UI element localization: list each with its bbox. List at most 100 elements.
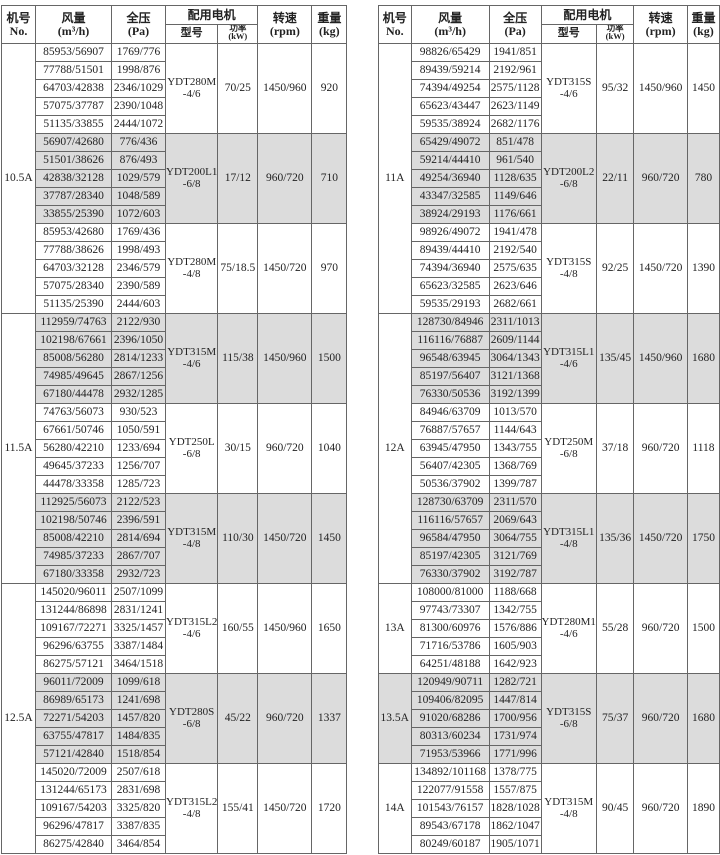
airflow-cell: 74985/49645 <box>35 367 112 386</box>
pressure-cell: 1998/876 <box>111 61 166 80</box>
table-row: 96296/47817 3387/835 <box>2 817 347 836</box>
header-speed: 转速 (rpm) <box>257 5 313 44</box>
airflow-cell: 65429/49072 <box>410 133 490 152</box>
table-row: 56907/42680 776/436 YDT200L1 -6/8 17/12 960/7… <box>2 133 348 224</box>
weight: 780 <box>686 133 720 224</box>
pressure-cell: 3387/835 <box>111 817 166 836</box>
motor-model-line2: -6/8 <box>559 177 578 190</box>
table-row: 91020/68286 1700/956 <box>379 709 720 728</box>
airflow-cell: 51135/25390 <box>35 295 112 314</box>
weight: 1450 <box>686 43 720 134</box>
airflow-cell: 91020/68286 <box>410 709 490 728</box>
table-row: 11A 98826/65429 1941/851 YDT315S -4/6 95/32 14… <box>378 43 720 314</box>
pressure-cell: 1769/436 <box>111 223 166 242</box>
airflow-cell: 98826/65429 <box>410 43 490 62</box>
pressure-cell: 1518/854 <box>111 745 166 764</box>
motor-model-line2: -4/6 <box>559 357 578 370</box>
motor-model-line2: -4/6 <box>559 87 578 100</box>
header-flow-line1: 风量 <box>438 10 463 25</box>
table-row: 50536/37902 1399/787 <box>379 475 720 494</box>
motor-model: YDT315S -6/8 <box>540 673 597 764</box>
airflow-cell: 56280/42210 <box>35 439 112 458</box>
airflow-cell: 38924/29193 <box>410 205 490 224</box>
table-row: 38924/29193 1176/661 <box>379 205 720 224</box>
speed: 1450/960 <box>633 313 688 404</box>
table-row: 64703/42838 2346/1029 <box>2 79 347 98</box>
weight: 1750 <box>686 493 720 584</box>
motor-model: YDT250M -6/8 <box>540 403 597 494</box>
header-power-unit: (kW) <box>605 31 625 42</box>
motor-model-line2: -6/8 <box>559 717 578 730</box>
header-pressure-line1: 全压 <box>503 10 528 25</box>
airflow-cell: 49254/36940 <box>410 169 490 188</box>
header-no: 机号 No. <box>378 5 412 44</box>
motor-model-line2: -4/6 <box>559 627 578 640</box>
weight: 710 <box>311 133 348 224</box>
motor-model: YDT280M -4/6 <box>164 43 219 134</box>
table-row: 116116/76887 2609/1144 <box>379 331 720 350</box>
table-row: 96584/47950 3064/755 <box>379 529 720 548</box>
motor-model-line1: YDT315M <box>544 795 594 808</box>
pressure-cell: 1013/570 <box>488 403 542 422</box>
table-row: 67661/50746 1050/591 <box>2 421 347 440</box>
pressure-cell: 1557/875 <box>488 781 542 800</box>
weight: 1650 <box>311 583 348 674</box>
airflow-cell: 76330/50536 <box>410 385 490 404</box>
header-pressure-line1: 全压 <box>126 10 151 25</box>
table-row: 49254/36940 1128/635 <box>379 169 720 188</box>
header-model: 型号 <box>164 24 219 44</box>
airflow-cell: 85008/42210 <box>35 529 112 548</box>
pressure-cell: 2192/961 <box>488 61 542 80</box>
table-row: 80313/60234 1731/974 <box>379 727 720 746</box>
motor-power: 17/12 <box>217 133 259 224</box>
speed: 960/720 <box>257 403 313 494</box>
airflow-cell: 59535/38924 <box>410 115 490 134</box>
pressure-cell: 2623/1149 <box>488 97 542 116</box>
pressure-cell: 930/523 <box>111 403 166 422</box>
airflow-cell: 86989/65173 <box>35 691 112 710</box>
header-pressure-line2: (Pa) <box>504 23 526 38</box>
speed: 1450/720 <box>633 223 688 314</box>
airflow-cell: 77788/38626 <box>35 241 112 260</box>
table-row: 89543/67178 1862/1047 <box>379 817 720 836</box>
airflow-cell: 109406/82095 <box>410 691 490 710</box>
motor-model-line1: YDT315S <box>546 75 592 88</box>
table-row: 76330/37902 3192/787 <box>379 565 720 584</box>
header-motor: 配用电机 <box>164 5 259 25</box>
airflow-cell: 96011/72009 <box>35 673 112 692</box>
motor-power: 92/25 <box>595 223 635 314</box>
airflow-cell: 65623/43447 <box>410 97 490 116</box>
motor-model: YDT315L2 -4/6 <box>164 583 219 674</box>
speed: 960/720 <box>257 133 313 224</box>
speed: 960/720 <box>633 763 688 854</box>
motor-power: 90/45 <box>595 763 635 854</box>
pressure-cell: 1484/835 <box>111 727 166 746</box>
speed: 960/720 <box>633 403 688 494</box>
airflow-cell: 76887/57657 <box>410 421 490 440</box>
header-power-text: 功率 (kW) <box>228 26 247 41</box>
motor-model: YDT280M -4/8 <box>164 223 219 314</box>
fan-number: 12.5A <box>1 583 36 854</box>
header-speed-line1: 转速 <box>272 10 297 25</box>
airflow-cell: 85953/56907 <box>35 43 112 62</box>
header-flow: 风量 (m³/h) <box>410 5 490 44</box>
pressure-cell: 2122/930 <box>111 313 166 332</box>
motor-model-line1: YDT280M1 <box>541 615 596 628</box>
motor-model-line1: YDT315M <box>167 525 217 538</box>
header-speed: 转速 (rpm) <box>633 5 688 44</box>
pressure-cell: 1072/603 <box>111 205 166 224</box>
airflow-cell: 80313/60234 <box>410 727 490 746</box>
airflow-cell: 50536/37902 <box>410 475 490 494</box>
airflow-cell: 80249/60187 <box>410 835 490 854</box>
table-row: 112925/56073 2122/523 YDT315M -4/8 110/30 145… <box>2 493 348 584</box>
header-flow-line1: 风量 <box>61 10 86 25</box>
pressure-cell: 2932/1285 <box>111 385 166 404</box>
header-flow-line2: (m³/h) <box>434 23 466 38</box>
header-weight-line1: 重量 <box>317 10 342 25</box>
fan-spec-table-right: 机号 No. 风量 (m³/h) 全压 (Pa) 配用电机 转速 (rpm) 重量 (kg) 型号 功率… <box>378 5 720 854</box>
table-row: 77788/38626 1998/493 <box>2 241 347 260</box>
table-row: 109167/72271 3325/1457 <box>2 619 347 638</box>
pressure-cell: 1176/661 <box>488 205 542 224</box>
header-model: 型号 <box>540 24 597 44</box>
airflow-cell: 102198/50746 <box>35 511 112 530</box>
